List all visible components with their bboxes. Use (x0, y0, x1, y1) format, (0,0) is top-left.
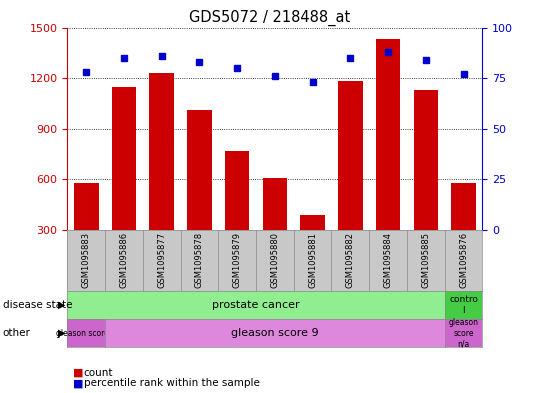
Bar (451, 183, 476, 230)
Bar (187, 110, 212, 230)
Text: GSM1095878: GSM1095878 (195, 232, 204, 288)
Text: GSM1095881: GSM1095881 (308, 232, 317, 288)
Text: ▶: ▶ (58, 300, 66, 310)
Text: GSM1095876: GSM1095876 (459, 232, 468, 288)
Text: contro
l: contro l (449, 295, 478, 315)
Text: GSM1095877: GSM1095877 (157, 232, 166, 288)
Text: disease state: disease state (3, 300, 72, 310)
Text: gleason
score
n/a: gleason score n/a (448, 318, 479, 348)
Text: GSM1095879: GSM1095879 (233, 232, 241, 288)
Text: GSM1095886: GSM1095886 (120, 232, 128, 288)
Text: GSM1095885: GSM1095885 (421, 232, 430, 288)
Text: GSM1095884: GSM1095884 (384, 232, 392, 288)
Text: percentile rank within the sample: percentile rank within the sample (84, 378, 259, 388)
Bar (413, 90, 438, 230)
Bar (149, 73, 174, 230)
Text: GSM1095880: GSM1095880 (271, 232, 279, 288)
Text: ■: ■ (73, 378, 83, 388)
Text: ■: ■ (73, 367, 83, 378)
Bar (112, 86, 136, 230)
Text: GSM1095882: GSM1095882 (346, 232, 355, 288)
Text: GDS5072 / 218488_at: GDS5072 / 218488_at (189, 10, 350, 26)
Bar (338, 81, 363, 230)
Bar (74, 183, 99, 230)
Text: gleason score 8: gleason score 8 (56, 329, 116, 338)
Text: GSM1095883: GSM1095883 (82, 232, 91, 288)
Bar (262, 178, 287, 230)
Bar (300, 215, 325, 230)
Text: prostate cancer: prostate cancer (212, 300, 300, 310)
Text: ▶: ▶ (58, 328, 66, 338)
Text: other: other (3, 328, 31, 338)
Bar (225, 151, 250, 230)
Text: gleason score 9: gleason score 9 (231, 328, 319, 338)
Bar (376, 39, 400, 230)
Text: count: count (84, 367, 113, 378)
